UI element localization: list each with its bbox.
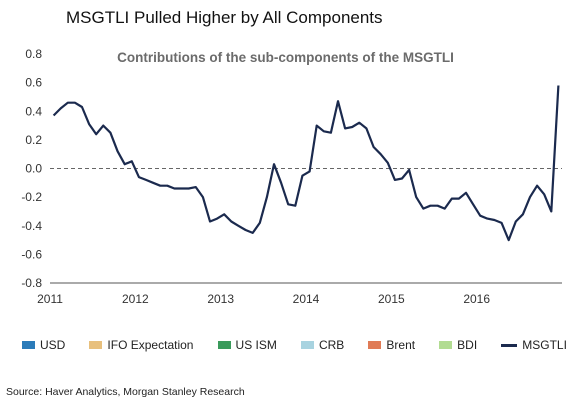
x-tick-label: 2011 xyxy=(37,292,63,306)
y-tick-label: -0.8 xyxy=(21,276,42,290)
y-tick-label: -0.2 xyxy=(21,190,42,204)
y-tick-label: 0.2 xyxy=(25,133,42,147)
y-tick-label: -0.6 xyxy=(21,247,42,261)
legend-swatch-ifo xyxy=(89,341,103,349)
legend-label-ism: US ISM xyxy=(235,338,277,352)
y-tick-label: 0.6 xyxy=(25,76,42,90)
legend-label-usd: USD xyxy=(40,338,66,352)
legend-item-ifo: IFO Expectation xyxy=(89,338,193,352)
legend-item-ism: US ISM xyxy=(217,338,277,352)
legend-item-msgtli: MSGTLI xyxy=(501,338,567,352)
x-tick-label: 2016 xyxy=(463,292,490,306)
chart-legend: USD IFO Expectation US ISM CRB Brent BDI… xyxy=(22,338,567,352)
x-tick-label: 2014 xyxy=(293,292,320,306)
legend-swatch-usd xyxy=(22,341,35,349)
msgtli-line xyxy=(52,85,560,242)
chart-subtitle: Contributions of the sub-components of t… xyxy=(117,50,454,65)
legend-label-bdi: BDI xyxy=(457,338,478,352)
x-tick-label: 2012 xyxy=(122,292,149,306)
legend-item-bdi: BDI xyxy=(439,338,477,352)
x-tick-label: 2015 xyxy=(378,292,405,306)
y-tick-label: 0.0 xyxy=(25,162,42,176)
y-tick-label: 0.4 xyxy=(25,104,42,118)
legend-swatch-ism xyxy=(217,341,231,349)
y-tick-label: -0.4 xyxy=(21,219,42,233)
legend-label-ifo: IFO Expectation xyxy=(107,338,194,352)
legend-label-crb: CRB xyxy=(318,338,345,352)
legend-swatch-brent xyxy=(368,341,382,349)
legend-swatch-crb xyxy=(300,341,314,349)
legend-item-usd: USD xyxy=(22,338,65,352)
legend-label-msgtli: MSGTLI xyxy=(522,338,567,352)
y-tick-label: 0.8 xyxy=(25,47,42,61)
x-tick-label: 2013 xyxy=(207,292,234,306)
chart-title: MSGTLI Pulled Higher by All Components xyxy=(66,8,383,27)
legend-label-brent: Brent xyxy=(386,338,416,352)
chart-source: Source: Haver Analytics, Morgan Stanley … xyxy=(6,386,245,398)
legend-swatch-msgtli xyxy=(501,343,518,347)
legend-item-brent: Brent xyxy=(368,338,415,352)
legend-item-crb: CRB xyxy=(300,338,345,352)
legend-swatch-bdi xyxy=(439,341,453,349)
